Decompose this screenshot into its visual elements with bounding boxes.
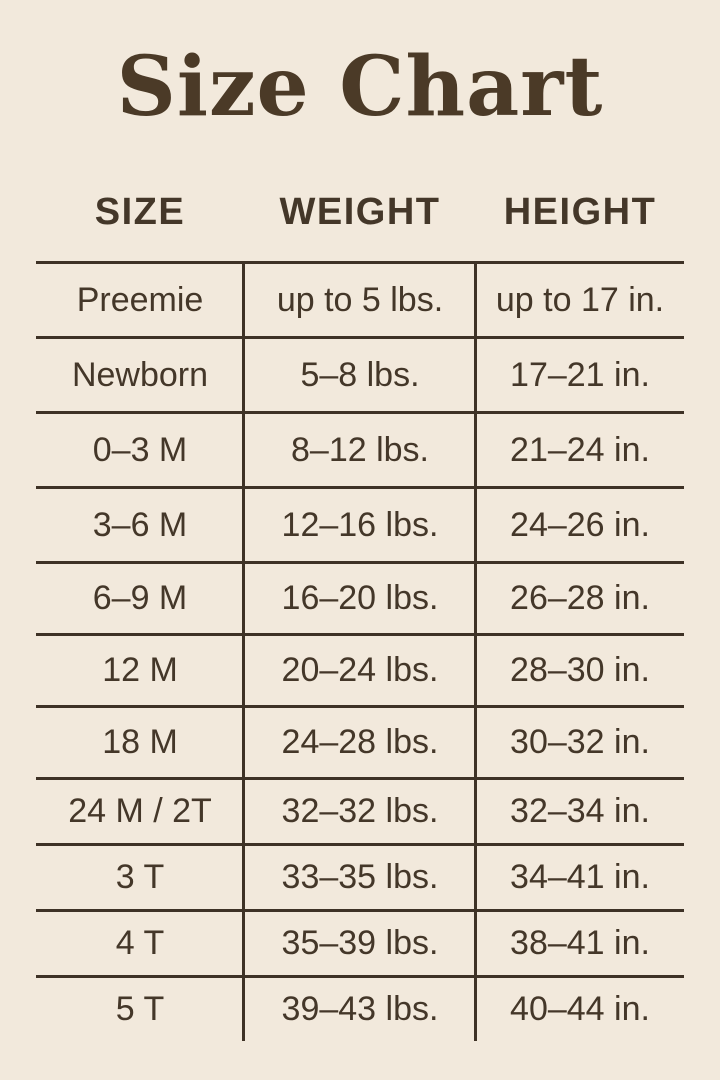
table-row: 0–3 M 8–12 lbs. 21–24 in.: [36, 411, 684, 486]
cell-height: 32–34 in.: [510, 792, 650, 831]
cell-size: 5 T: [115, 990, 165, 1029]
table-row: 3–6 M 12–16 lbs. 24–26 in.: [36, 486, 684, 561]
cell-weight: 16–20 lbs.: [281, 579, 439, 618]
cell-weight: 12–16 lbs.: [281, 505, 439, 544]
cell-weight: 32–32 lbs.: [281, 792, 439, 831]
table-row: 24 M / 2T 32–32 lbs. 32–34 in.: [36, 777, 684, 843]
cell-height: 26–28 in.: [510, 579, 650, 618]
table-row: 5 T 39–43 lbs. 40–44 in.: [36, 975, 684, 1041]
table-body: Preemie up to 5 lbs. up to 17 in. Newbor…: [36, 261, 684, 1041]
table-header-row: SIZE WEIGHT HEIGHT: [36, 188, 684, 236]
cell-weight: 5–8 lbs.: [300, 355, 420, 394]
cell-size: 3 T: [115, 858, 165, 897]
cell-size: 24 M / 2T: [68, 792, 212, 831]
cell-size: 6–9 M: [92, 579, 188, 618]
cell-height: 34–41 in.: [510, 858, 650, 897]
page-title: Size Chart: [116, 39, 604, 135]
cell-weight: 20–24 lbs.: [281, 651, 439, 690]
column-header-height: HEIGHT: [503, 190, 657, 233]
cell-size: 0–3 M: [92, 430, 188, 469]
cell-height: 24–26 in.: [510, 505, 650, 544]
cell-weight: up to 5 lbs.: [276, 280, 444, 319]
table-row: 18 M 24–28 lbs. 30–32 in.: [36, 705, 684, 777]
cell-height: up to 17 in.: [495, 280, 665, 319]
cell-size: 12 M: [102, 651, 178, 690]
table-row: 4 T 35–39 lbs. 38–41 in.: [36, 909, 684, 975]
cell-weight: 24–28 lbs.: [281, 723, 439, 762]
table-row: 6–9 M 16–20 lbs. 26–28 in.: [36, 561, 684, 633]
cell-size: 18 M: [102, 723, 178, 762]
size-chart-table: Preemie up to 5 lbs. up to 17 in. Newbor…: [36, 261, 684, 1042]
cell-height: 17–21 in.: [510, 355, 650, 394]
cell-weight: 39–43 lbs.: [281, 990, 439, 1029]
cell-weight: 35–39 lbs.: [281, 924, 439, 963]
cell-size: Preemie: [76, 280, 204, 319]
cell-weight: 8–12 lbs.: [291, 430, 429, 469]
table-row: Preemie up to 5 lbs. up to 17 in.: [36, 261, 684, 336]
table-row: 3 T 33–35 lbs. 34–41 in.: [36, 843, 684, 909]
cell-size: 4 T: [115, 924, 165, 963]
cell-height: 38–41 in.: [510, 924, 650, 963]
cell-height: 21–24 in.: [510, 430, 650, 469]
cell-size: 3–6 M: [92, 505, 188, 544]
cell-weight: 33–35 lbs.: [281, 858, 439, 897]
column-divider-line: [242, 261, 245, 1042]
cell-height: 28–30 in.: [510, 651, 650, 690]
column-header-size: SIZE: [94, 190, 186, 233]
cell-size: Newborn: [71, 355, 209, 394]
table-row: 12 M 20–24 lbs. 28–30 in.: [36, 633, 684, 705]
cell-height: 30–32 in.: [510, 723, 650, 762]
column-header-weight: WEIGHT: [279, 190, 441, 233]
table-row: Newborn 5–8 lbs. 17–21 in.: [36, 336, 684, 411]
column-divider-line: [474, 261, 477, 1042]
cell-height: 40–44 in.: [510, 990, 650, 1029]
